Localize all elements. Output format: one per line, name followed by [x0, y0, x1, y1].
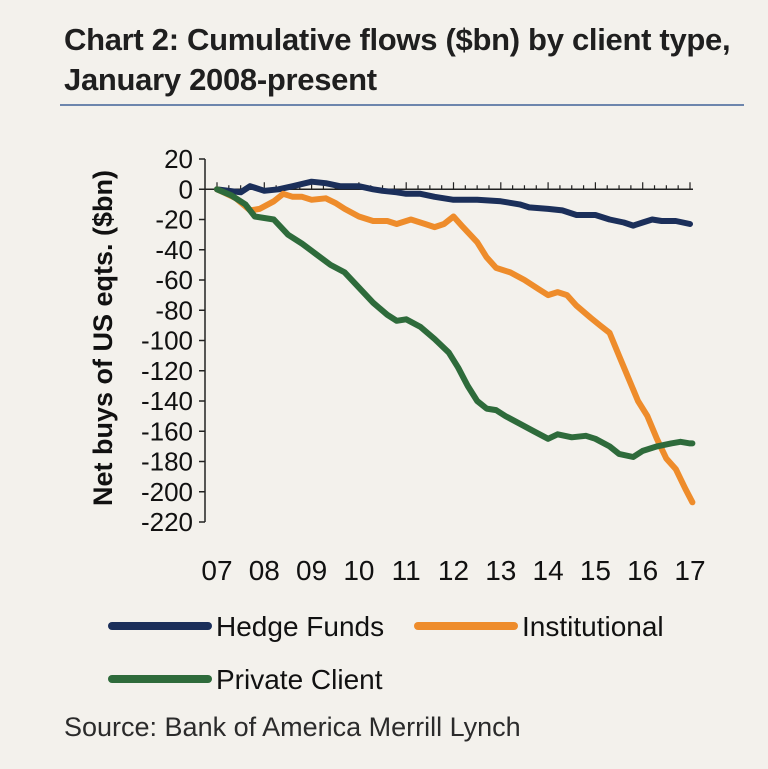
x-tick-label: 14 — [533, 555, 564, 586]
y-tick-label: -200 — [141, 477, 193, 507]
x-tick-label: 08 — [249, 555, 280, 586]
title-rule — [60, 104, 744, 106]
legend-label-hedge-funds: Hedge Funds — [216, 611, 384, 642]
y-tick-label: -220 — [141, 507, 193, 537]
series-line-institutional — [214, 186, 696, 506]
chart-legend: Hedge Funds Institutional Private Client — [108, 611, 664, 695]
y-tick-label: -180 — [141, 447, 193, 477]
series-line-private-client — [214, 186, 696, 460]
y-tick-label: -160 — [141, 416, 193, 446]
y-tick-label: -20 — [155, 205, 193, 235]
legend-label-private-client: Private Client — [216, 664, 383, 695]
chart-series — [214, 178, 696, 506]
y-tick-label: -140 — [141, 386, 193, 416]
x-tick-label: 15 — [580, 555, 611, 586]
x-tick-label: 09 — [296, 555, 327, 586]
x-tick-label: 16 — [627, 555, 658, 586]
y-tick-label: -120 — [141, 356, 193, 386]
y-axis-label: Net buys of US eqts. ($bn) — [88, 170, 118, 506]
y-tick-label: -100 — [141, 326, 193, 356]
line-chart: 200-20-40-60-80-100-120-140-160-180-200-… — [88, 144, 706, 695]
y-tick-label: -60 — [155, 265, 193, 295]
x-tick-label: 11 — [392, 555, 421, 586]
x-tick-label: 10 — [343, 555, 374, 586]
y-tick-label: -80 — [155, 295, 193, 325]
x-tick-label: 12 — [438, 555, 469, 586]
chart-axes: 200-20-40-60-80-100-120-140-160-180-200-… — [141, 144, 706, 586]
legend-label-institutional: Institutional — [522, 611, 664, 642]
x-tick-label: 17 — [674, 555, 705, 586]
y-tick-label: 20 — [164, 144, 193, 174]
y-tick-label: 0 — [179, 174, 193, 204]
x-tick-label: 13 — [485, 555, 516, 586]
chart-title: Chart 2: Cumulative flows ($bn) by clien… — [64, 22, 731, 97]
series-line-hedge-funds — [214, 178, 693, 229]
source-note: Source: Bank of America Merrill Lynch — [64, 712, 521, 742]
x-tick-label: 07 — [201, 555, 232, 586]
y-tick-label: -40 — [155, 235, 193, 265]
